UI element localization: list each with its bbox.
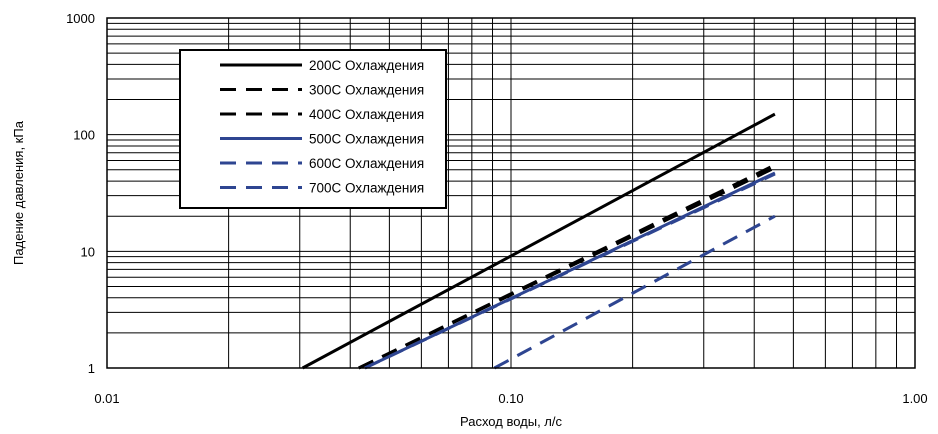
plot-frame: [106, 17, 916, 369]
y-tick-label: 1: [88, 361, 95, 376]
legend-label: 600C Охлаждения: [309, 156, 424, 171]
x-tick-label: 1.00: [902, 391, 927, 406]
y-tick-labels: 1 10 100 1000: [66, 11, 95, 376]
legend-label: 300C Охлаждения: [309, 83, 424, 98]
series-line-1: [301, 112, 776, 370]
y-axis-title: Падение давления, кПа: [11, 120, 26, 265]
x-tick-label: 0.10: [498, 391, 523, 406]
legend-label: 700C Охлаждения: [309, 181, 424, 196]
legend-label: 500C Охлаждения: [309, 132, 424, 147]
series-line-5: [364, 172, 776, 370]
series-lines: [301, 112, 776, 370]
x-tick-labels: 0.01 0.10 1.00: [94, 391, 927, 406]
legend: 200C Охлаждения 300C Охлаждения 400C Охлаж…: [179, 49, 447, 209]
y-tick-label: 10: [81, 244, 95, 259]
x-tick-label: 0.01: [94, 391, 119, 406]
legend-label: 400C Охлаждения: [309, 107, 424, 122]
x-axis-title: Расход воды, л/с: [460, 414, 563, 429]
y-tick-label: 100: [73, 128, 95, 143]
legend-label: 200C Охлаждения: [309, 58, 424, 73]
series-line-6: [493, 214, 776, 370]
legend-box: [179, 49, 447, 209]
y-tick-label: 1000: [66, 11, 95, 26]
